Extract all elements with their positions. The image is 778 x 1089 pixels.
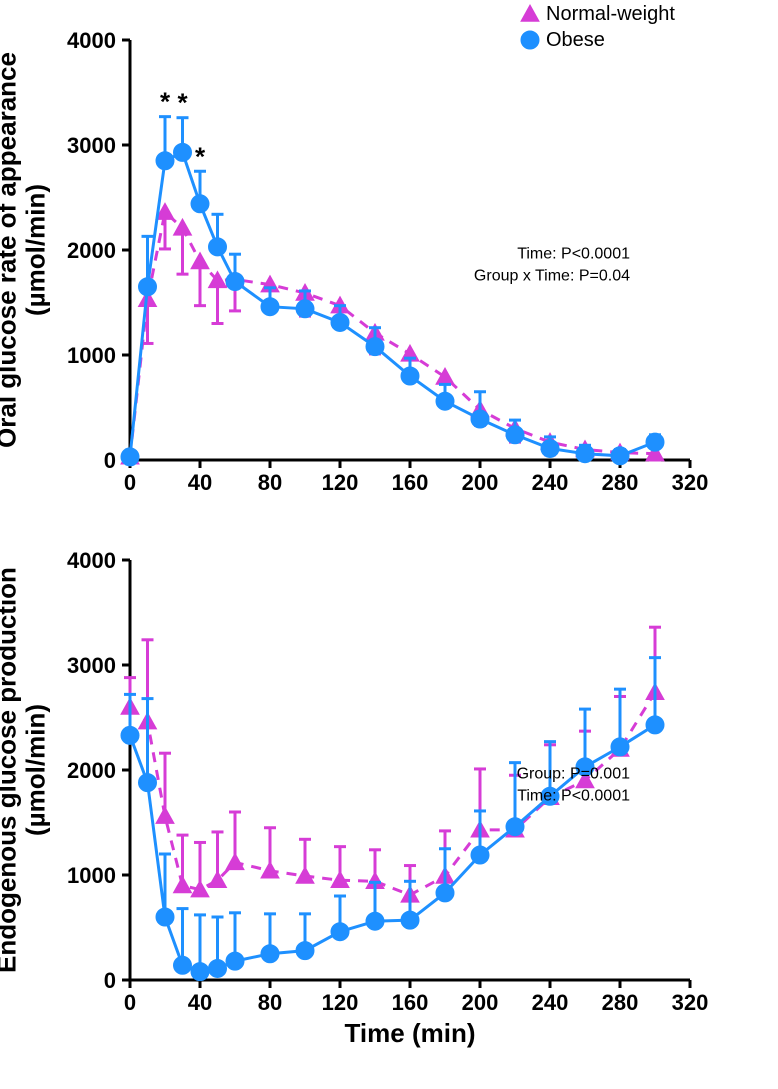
panel-top: 0 40 80 120 160 200 240 280 320 0 1000 2000 3000 4000… [0,28,708,495]
significance-star: * [177,88,188,118]
ytick-label: 0 [104,968,116,993]
legend-label: Normal-weight [546,3,675,25]
significance-star: * [160,87,171,117]
xtick-label: 280 [602,990,639,1015]
legend: Normal-weight Obese [521,3,675,51]
xtick-label: 200 [462,990,499,1015]
series-obese [121,658,664,981]
stat-annotation: Time: P<0.0001 [517,787,630,804]
significance-star: * [195,141,206,171]
xtick-label: 40 [188,470,212,495]
stat-annotation: Group: P=0.001 [517,765,631,782]
ytick-label: 4000 [67,548,116,573]
ytick-label: 1000 [67,343,116,368]
ytick-label: 4000 [67,28,116,53]
series-normal-weight [121,203,664,464]
xtick-label: 80 [258,990,282,1015]
xtick-label: 120 [322,990,359,1015]
stat-annotation: Group x Time: P=0.04 [474,267,630,284]
xtick-label: 160 [392,990,429,1015]
xtick-label: 200 [462,470,499,495]
ytick-label: 1000 [67,863,116,888]
ytick-label: 3000 [67,133,116,158]
y-axis-label: Oral glucose rate of appearance(µmol/min… [0,52,50,448]
xtick-label: 320 [672,470,709,495]
ytick-label: 3000 [67,653,116,678]
ytick-label: 2000 [67,758,116,783]
xtick-label: 160 [392,470,429,495]
panel-bottom: 0 40 80 120 160 200 240 280 320 0 1000 2000 3000 4000… [0,548,708,1048]
xtick-label: 80 [258,470,282,495]
figure: 0408012016020024028032001000200030004000… [0,0,778,1089]
xtick-label: 240 [532,470,569,495]
xtick-label: 40 [188,990,212,1015]
xtick-label: 0 [124,990,136,1015]
ytick-label: 0 [104,448,116,473]
x-axis-label: Time (min) [345,1018,476,1048]
stat-annotation: Time: P<0.0001 [517,245,630,262]
y-axis-label: Endogenous glucose production(µmol/min) [0,567,50,973]
xtick-label: 0 [124,470,136,495]
xtick-label: 280 [602,470,639,495]
xtick-label: 120 [322,470,359,495]
xtick-label: 240 [532,990,569,1015]
xtick-label: 320 [672,990,709,1015]
ytick-label: 2000 [67,238,116,263]
legend-label: Obese [546,29,605,51]
